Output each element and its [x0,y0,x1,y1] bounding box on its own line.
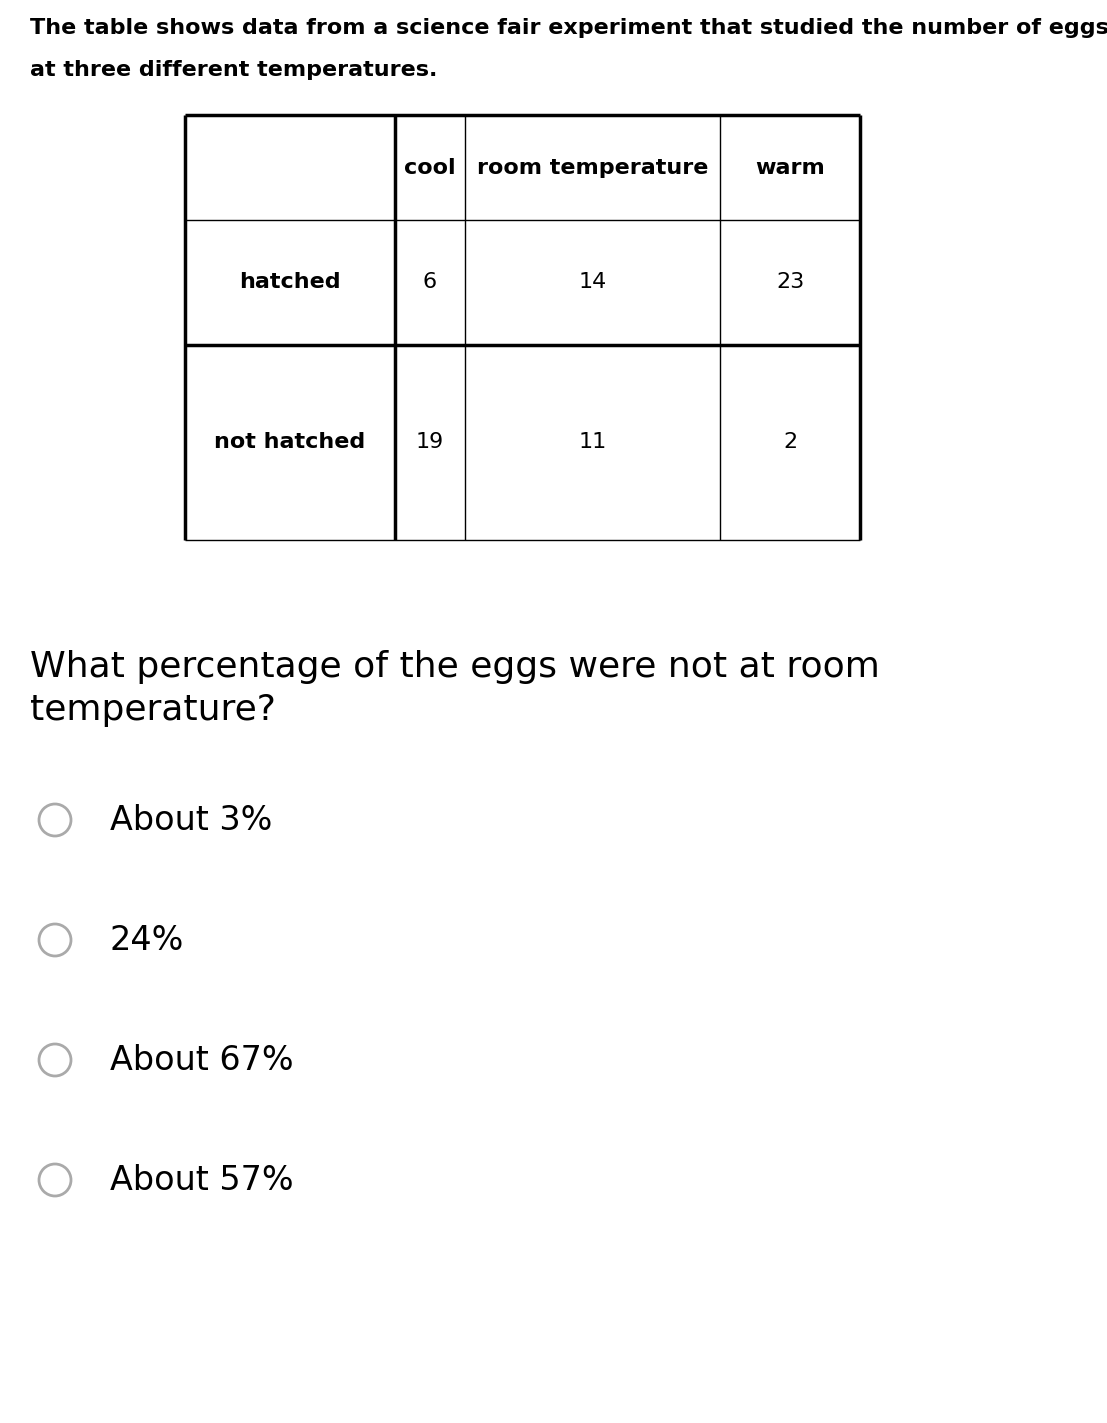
Text: room temperature: room temperature [477,158,708,178]
Text: 19: 19 [416,433,444,453]
Text: What percentage of the eggs were not at room
temperature?: What percentage of the eggs were not at … [30,650,880,727]
Text: warm: warm [755,158,825,178]
Text: 2: 2 [783,433,797,453]
Text: 14: 14 [578,272,607,293]
Text: at three different temperatures.: at three different temperatures. [30,60,437,80]
Text: 24%: 24% [110,924,185,956]
Text: 6: 6 [423,272,437,293]
Text: About 67%: About 67% [110,1043,293,1077]
Text: About 57%: About 57% [110,1164,293,1197]
Text: hatched: hatched [239,272,341,293]
Text: cool: cool [404,158,456,178]
Text: About 3%: About 3% [110,804,272,837]
Text: 11: 11 [578,433,607,453]
Text: The table shows data from a science fair experiment that studied the number of e: The table shows data from a science fair… [30,18,1107,38]
Text: 23: 23 [776,272,804,293]
Text: not hatched: not hatched [215,433,365,453]
